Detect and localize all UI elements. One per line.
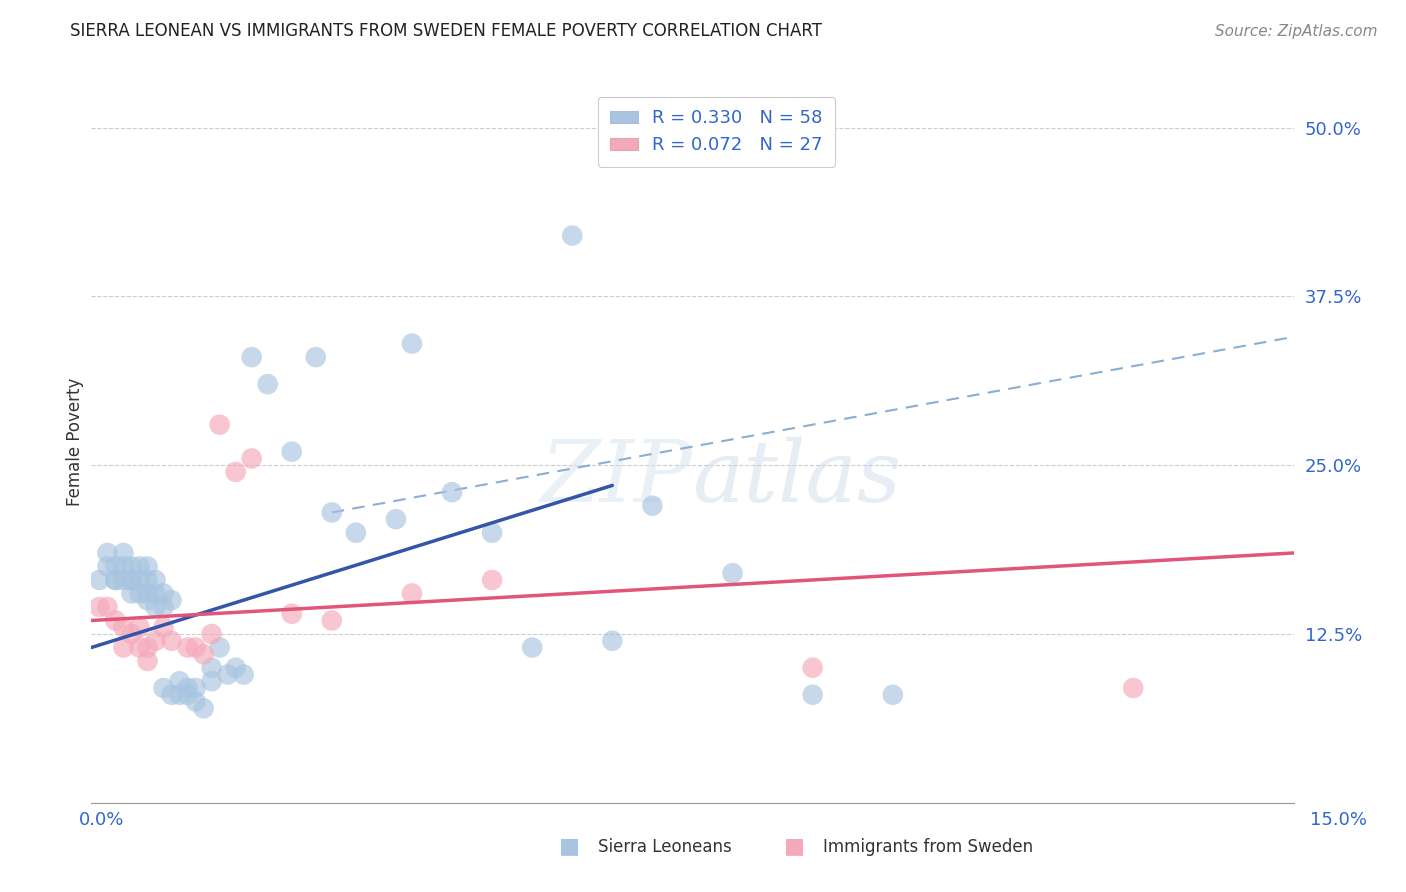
Point xyxy=(152,599,174,614)
Point xyxy=(305,350,328,364)
Point xyxy=(321,505,343,519)
Text: atlas: atlas xyxy=(692,436,901,519)
Point xyxy=(160,688,183,702)
Point xyxy=(152,681,174,695)
Point xyxy=(208,640,231,655)
Text: ■: ■ xyxy=(560,836,579,855)
Point xyxy=(112,620,135,634)
Point xyxy=(128,559,150,574)
Point xyxy=(401,336,423,351)
Point xyxy=(152,586,174,600)
Point xyxy=(240,451,263,466)
Point xyxy=(225,465,247,479)
Point xyxy=(112,640,135,655)
Point xyxy=(281,607,304,621)
Point xyxy=(882,688,904,702)
Text: Immigrants from Sweden: Immigrants from Sweden xyxy=(823,838,1032,855)
Point xyxy=(240,350,263,364)
Point xyxy=(136,654,159,668)
Point xyxy=(121,627,143,641)
Point xyxy=(481,573,503,587)
Point xyxy=(104,573,127,587)
Point xyxy=(104,559,127,574)
Point xyxy=(201,674,224,689)
Point xyxy=(201,627,224,641)
Point xyxy=(152,620,174,634)
Point xyxy=(104,573,127,587)
Point xyxy=(112,546,135,560)
Point xyxy=(801,661,824,675)
Text: ■: ■ xyxy=(785,836,804,855)
Text: Sierra Leoneans: Sierra Leoneans xyxy=(598,838,731,855)
Text: ZIP: ZIP xyxy=(540,436,692,519)
Point xyxy=(96,559,118,574)
Point xyxy=(232,667,254,681)
Point xyxy=(121,573,143,587)
Point xyxy=(602,633,624,648)
Point xyxy=(112,573,135,587)
Point xyxy=(169,674,191,689)
Point xyxy=(602,134,624,148)
Point xyxy=(385,512,408,526)
Text: Source: ZipAtlas.com: Source: ZipAtlas.com xyxy=(1215,24,1378,38)
Point xyxy=(208,417,231,432)
Point xyxy=(145,633,167,648)
Point xyxy=(522,640,544,655)
Point xyxy=(96,546,118,560)
Text: SIERRA LEONEAN VS IMMIGRANTS FROM SWEDEN FEMALE POVERTY CORRELATION CHART: SIERRA LEONEAN VS IMMIGRANTS FROM SWEDEN… xyxy=(70,21,823,39)
Point xyxy=(184,694,207,708)
Point xyxy=(128,573,150,587)
Point xyxy=(160,593,183,607)
Text: 0.0%: 0.0% xyxy=(79,811,124,829)
Point xyxy=(321,614,343,628)
Point xyxy=(201,661,224,675)
Point xyxy=(96,599,118,614)
Point xyxy=(225,661,247,675)
Point xyxy=(184,681,207,695)
Point xyxy=(440,485,463,500)
Point xyxy=(217,667,239,681)
Point xyxy=(1122,681,1144,695)
Point xyxy=(136,586,159,600)
Point xyxy=(721,566,744,581)
Point xyxy=(344,525,367,540)
Point xyxy=(89,573,111,587)
Point xyxy=(104,614,127,628)
Point xyxy=(136,573,159,587)
Point xyxy=(121,573,143,587)
Point xyxy=(112,559,135,574)
Point xyxy=(145,573,167,587)
Point xyxy=(176,688,198,702)
Text: 15.0%: 15.0% xyxy=(1310,811,1367,829)
Point xyxy=(136,559,159,574)
Point xyxy=(121,586,143,600)
Point xyxy=(136,593,159,607)
Point xyxy=(128,620,150,634)
Point xyxy=(481,525,503,540)
Point xyxy=(281,444,304,458)
Point xyxy=(176,640,198,655)
Point xyxy=(193,647,215,661)
Point xyxy=(256,377,278,392)
Point xyxy=(128,586,150,600)
Point xyxy=(184,640,207,655)
Point xyxy=(193,701,215,715)
Point xyxy=(401,586,423,600)
Point xyxy=(89,599,111,614)
Point xyxy=(136,640,159,655)
Point xyxy=(160,633,183,648)
Y-axis label: Female Poverty: Female Poverty xyxy=(66,377,84,506)
Point xyxy=(176,681,198,695)
Point xyxy=(128,640,150,655)
Point xyxy=(145,586,167,600)
Legend: R = 0.330   N = 58, R = 0.072   N = 27: R = 0.330 N = 58, R = 0.072 N = 27 xyxy=(598,96,835,167)
Point xyxy=(801,688,824,702)
Point xyxy=(169,688,191,702)
Point xyxy=(145,599,167,614)
Point xyxy=(561,228,583,243)
Point xyxy=(121,559,143,574)
Point xyxy=(641,499,664,513)
